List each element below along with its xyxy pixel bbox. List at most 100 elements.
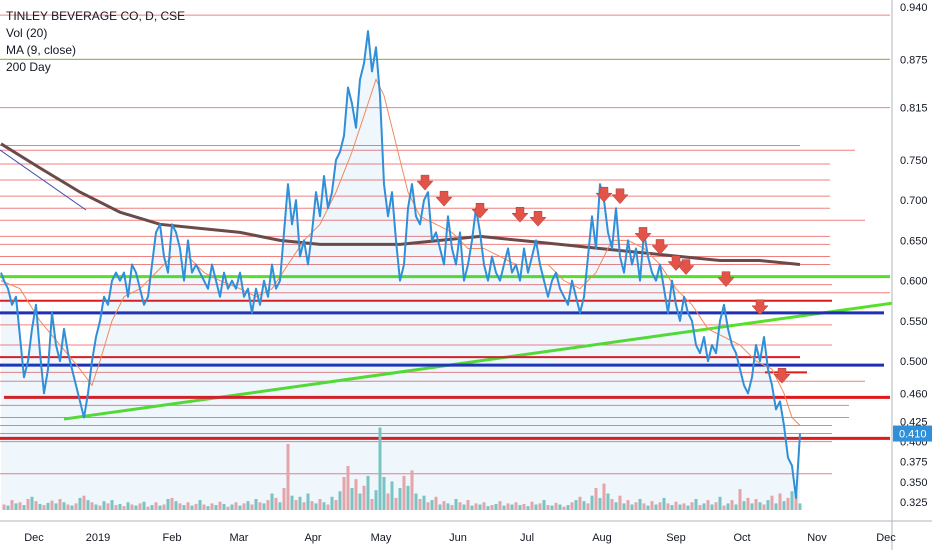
volume-bar [306,493,310,510]
volume-bar [594,488,598,510]
volume-bar [530,501,534,510]
sell-arrow [595,186,613,203]
volume-bar [298,496,302,510]
y-tick-label: 0.700 [900,195,928,207]
volume-bar [98,505,102,510]
volume-bar [262,503,266,510]
volume-bar [18,502,22,510]
volume-bar [542,500,546,510]
volume-bar [646,505,650,510]
volume-bar [506,503,510,510]
chart-legend: TINLEY BEVERAGE CO, D, CSE Vol (20) MA (… [6,8,185,76]
sell-arrow [634,227,652,243]
volume-bar [30,496,34,510]
volume-bar [270,493,274,510]
sell-arrow [773,367,791,384]
y-tick-label: 0.325 [900,497,928,509]
volume-bar [662,497,666,510]
volume-bar [242,503,246,510]
volume-bar [182,505,186,510]
volume-bar [230,504,234,510]
volume-bar [282,488,286,510]
volume-bar [766,500,770,510]
volume-bar [566,505,570,510]
volume-bar [518,505,522,510]
volume-bar [146,506,150,510]
volume-bar [682,503,686,510]
y-tick-label: 0.500 [900,356,928,368]
volume-bar [570,502,574,510]
volume-bar [370,499,374,510]
volume-bar [390,481,394,510]
volume-bar [558,504,562,510]
volume-bar [454,499,458,510]
volume-bar [358,493,362,510]
volume-bar [110,500,114,510]
volume-bar [290,495,294,510]
volume-bar [758,502,762,510]
volume-bar [42,505,46,510]
volume-bar [734,504,738,510]
volume-bar [246,501,250,510]
volume-bar [422,495,426,510]
volume-bar [278,502,282,510]
volume-bar [706,500,710,510]
volume-bar [70,505,74,510]
volume-bar [462,504,466,510]
sell-arrow [435,190,453,207]
volume-bar [94,504,98,510]
volume-bar [330,496,334,510]
volume-bar [350,488,354,510]
sell-arrow [529,211,547,227]
volume-bar [222,503,226,510]
volume-bar [66,504,70,510]
volume-bar [458,502,462,510]
volume-bar [626,500,630,510]
volume-bar [158,505,162,510]
sell-arrow [511,207,529,223]
x-tick-label: Dec [876,532,896,544]
volume-bar [118,503,122,510]
last-price-tag [893,425,932,442]
volume-bar [678,504,682,510]
y-tick-label: 0.875 [900,54,928,66]
volume-bar [150,505,154,510]
volume-bar [302,502,306,510]
y-tick-label: 0.940 [900,2,928,14]
volume-bar [334,500,338,510]
volume-bar [74,503,78,510]
volume-bar [130,504,134,510]
volume-bar [582,501,586,510]
volume-bar [162,504,166,510]
volume-bar [590,495,594,510]
volume-bar [122,506,126,510]
volume-bar [266,500,270,510]
sell-arrow [471,203,489,219]
volume-bar [510,504,514,510]
volume-bar [106,503,110,510]
volume-bar [446,503,450,510]
legend-ma: MA (9, close) [6,43,77,57]
volume-bar [218,501,222,510]
volume-bar [178,503,182,510]
volume-bar [538,503,542,510]
volume-bar [102,501,106,510]
volume-bar [618,495,622,510]
volume-bar [402,475,406,510]
x-tick-label: Jun [449,532,467,544]
volume-bar [690,502,694,510]
x-tick-label: Aug [592,532,612,544]
volume-bar [166,499,170,510]
y-tick-label: 0.350 [900,477,928,489]
x-tick-label: May [371,532,392,544]
volume-bar [790,491,794,510]
volume-bar [654,504,658,510]
volume-bar [322,502,326,510]
volume-bar [574,500,578,510]
y-tick-label: 0.815 [900,103,928,115]
volume-bar [10,500,14,510]
volume-bar [346,466,350,510]
volume-bar [414,493,418,510]
volume-bar [430,500,434,510]
